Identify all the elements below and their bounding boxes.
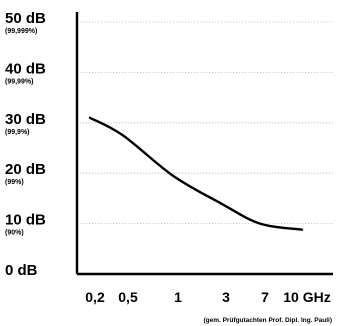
x-tick-label: 3 <box>222 289 230 305</box>
y-tick-label: 30 dB <box>5 111 46 128</box>
y-tick-sublabel: (99,99%) <box>5 78 33 85</box>
series-line <box>88 116 304 231</box>
source-annotation: (gem. Prüfgutachten Prof. Dipl. Ing. Pau… <box>203 317 332 324</box>
axes <box>75 12 333 276</box>
x-tick-label: 0,2 <box>85 289 105 305</box>
y-tick-sublabel: (99,9%) <box>5 129 30 136</box>
y-tick-label: 40 dB <box>5 60 46 77</box>
y-tick-sublabel: (90%) <box>5 230 24 237</box>
y-tick-label: 20 dB <box>5 161 46 178</box>
x-tick-label: 7 <box>261 289 269 305</box>
x-tick-labels: 0,2 0,5 1 3 7 10 GHz <box>85 289 330 305</box>
y-tick-label: 0 dB <box>5 262 38 279</box>
y-tick-sublabel: (99,999%) <box>5 28 37 35</box>
y-tick-sublabel: (99%) <box>5 179 24 186</box>
grid-lines <box>77 21 333 225</box>
y-tick-label: 50 dB <box>5 10 46 27</box>
x-tick-label: 10 GHz <box>283 289 330 305</box>
x-tick-label: 1 <box>174 289 182 305</box>
x-tick-label: 0,5 <box>118 289 138 305</box>
y-tick-label: 10 dB <box>5 212 46 229</box>
y-tick-labels: 50 dB(99,999%) 40 dB(99,99%) 30 dB(99,9%) 2… <box>5 10 46 279</box>
